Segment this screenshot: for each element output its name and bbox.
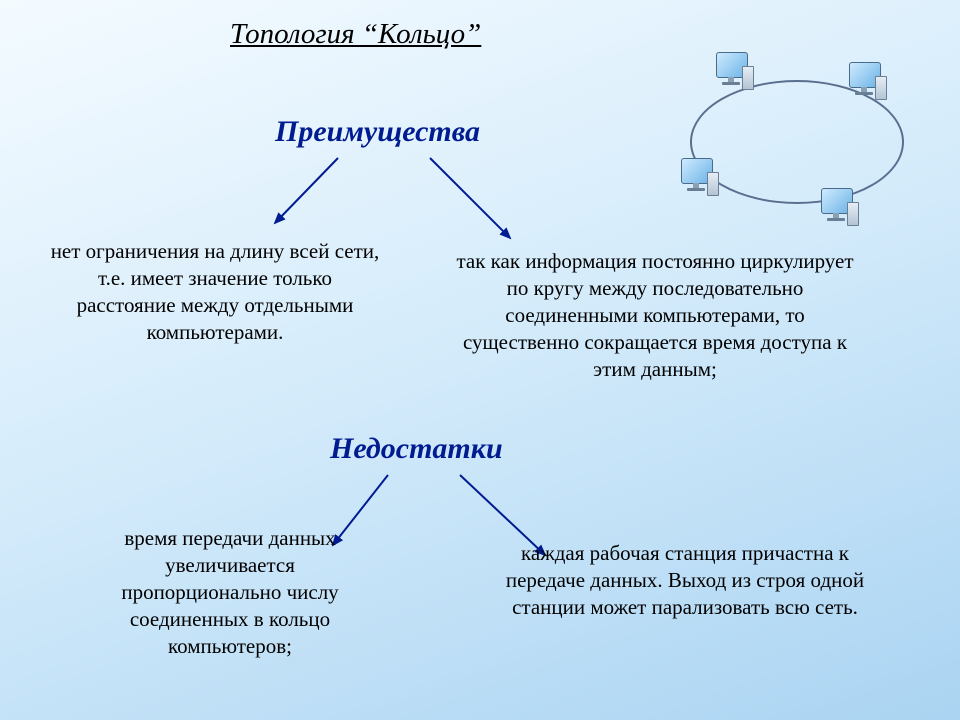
adv-arrow-right-line <box>430 158 510 238</box>
advantages-text-left: нет ограничения на длину всей сети, т.е.… <box>50 238 380 346</box>
pc-bottom-left <box>675 158 719 202</box>
pc-top-left <box>710 52 754 96</box>
adv-arrow-left-line <box>275 158 338 223</box>
pc-top-right <box>843 62 887 106</box>
monitor-base <box>855 92 873 95</box>
tower-icon <box>707 172 719 196</box>
slide: Топология “Кольцо” Преимущества нет огра… <box>0 0 960 720</box>
tower-icon <box>875 76 887 100</box>
monitor-base <box>687 188 705 191</box>
disadvantages-text-right: каждая рабочая станция причастна к перед… <box>505 540 865 621</box>
advantages-text-right: так как информация постоянно циркулирует… <box>455 248 855 382</box>
ring-topology-diagram <box>665 40 925 240</box>
tower-icon <box>847 202 859 226</box>
pc-bottom-right <box>815 188 859 232</box>
disadvantages-text-left: время передачи данных увеличивается проп… <box>85 525 375 659</box>
disadvantages-heading: Недостатки <box>330 432 503 466</box>
monitor-base <box>827 218 845 221</box>
monitor-base <box>722 82 740 85</box>
tower-icon <box>742 66 754 90</box>
